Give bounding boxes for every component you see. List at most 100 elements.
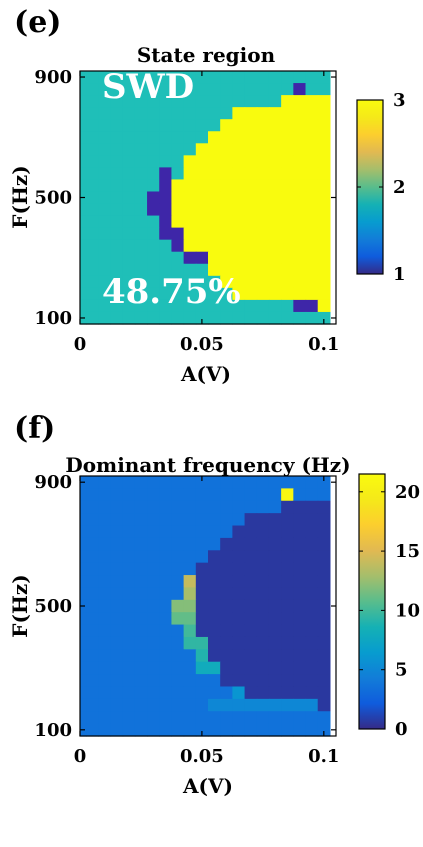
- heatmap-cell: [220, 562, 233, 576]
- heatmap-cell: [86, 299, 99, 313]
- heatmap-cell: [208, 500, 221, 514]
- heatmap-cell: [281, 215, 294, 229]
- heatmap-cell: [256, 239, 270, 253]
- heatmap-cell: [98, 203, 112, 217]
- heatmap-cell: [268, 263, 282, 277]
- heatmap-cell: [281, 711, 294, 725]
- heatmap-cell: [195, 723, 209, 737]
- heatmap-cell: [80, 550, 87, 564]
- heatmap-cell: [171, 215, 185, 229]
- heatmap-cell: [171, 299, 185, 313]
- heatmap-cell: [244, 476, 258, 489]
- heatmap-cell: [122, 107, 136, 120]
- heatmap-cell: [183, 299, 197, 313]
- heatmap-cell: [244, 661, 258, 675]
- heatmap-cell: [98, 227, 112, 241]
- heatmap-cell: [122, 71, 136, 84]
- heatmap-cell: [256, 711, 270, 725]
- heatmap-cell: [195, 488, 209, 502]
- heatmap-cell: [305, 311, 319, 325]
- heatmap-cell: [305, 239, 319, 253]
- heatmap-cell: [317, 612, 331, 626]
- heatmap-cell: [293, 500, 307, 514]
- heatmap-cell: [232, 299, 246, 313]
- heatmap-cell: [183, 167, 197, 181]
- heatmap-cell: [244, 723, 258, 737]
- heatmap-cell: [195, 612, 209, 626]
- heatmap-cell: [220, 179, 233, 193]
- heatmap-cell: [195, 500, 209, 514]
- heatmap-cell: [232, 95, 246, 108]
- heatmap-cell: [147, 661, 160, 675]
- heatmap-cell: [268, 488, 282, 502]
- heatmap-cell: [281, 287, 294, 301]
- heatmap-cell: [110, 311, 124, 325]
- heatmap-cell: [86, 191, 99, 205]
- heatmap-cell: [110, 686, 124, 700]
- heatmap-cell: [305, 711, 319, 725]
- heatmap-cell: [268, 287, 282, 301]
- heatmap-cell: [147, 550, 160, 564]
- heatmap-cell: [122, 251, 136, 265]
- heatmap-cell: [183, 476, 197, 489]
- heatmap-cell: [171, 550, 185, 564]
- heatmap-cell: [86, 698, 99, 712]
- heatmap-cell: [281, 167, 294, 181]
- heatmap-cell: [183, 723, 197, 737]
- heatmap-cell: [244, 119, 258, 132]
- heatmap-cell: [171, 179, 185, 193]
- heatmap-cell: [281, 575, 294, 589]
- heatmap-cell: [171, 251, 185, 265]
- heatmap-cell: [293, 575, 307, 589]
- heatmap-cell: [293, 488, 307, 502]
- heatmap-cell: [159, 587, 173, 601]
- heatmap-cell: [147, 299, 160, 313]
- heatmap-cell: [195, 649, 209, 663]
- heatmap-cell: [268, 476, 282, 489]
- heatmap-cell: [98, 550, 112, 564]
- heatmap-cell: [195, 263, 209, 277]
- heatmap-cell: [147, 95, 160, 108]
- heatmap-cell: [281, 107, 294, 120]
- heatmap-cell: [244, 587, 258, 601]
- heatmap-cell: [268, 275, 282, 289]
- heatmap-cell: [244, 513, 258, 527]
- heatmap-cell: [122, 612, 136, 626]
- heatmap-cell: [134, 95, 148, 108]
- heatmap-cell: [195, 107, 209, 120]
- heatmap-cell: [195, 191, 209, 205]
- heatmap-cell: [281, 239, 294, 253]
- heatmap-cell: [86, 95, 99, 108]
- heatmap-cell: [122, 179, 136, 193]
- heatmap-cell: [147, 525, 160, 539]
- heatmap-cell: [293, 131, 307, 144]
- heatmap-cell: [268, 119, 282, 132]
- heatmap-cell: [110, 488, 124, 502]
- heatmap-cell: [268, 83, 282, 96]
- heatmap-cell: [110, 95, 124, 108]
- heatmap-cell: [232, 239, 246, 253]
- heatmap-cell: [232, 599, 246, 613]
- heatmap-cell: [317, 575, 331, 589]
- heatmap-cell: [98, 537, 112, 551]
- heatmap-cell: [171, 71, 185, 84]
- heatmap-cell: [159, 287, 173, 301]
- heatmap-cell: [171, 686, 185, 700]
- heatmap-cell: [110, 624, 124, 638]
- heatmap-cell: [281, 227, 294, 241]
- heatmap-cell: [159, 698, 173, 712]
- heatmap-cell: [159, 649, 173, 663]
- heatmap-cell: [159, 488, 173, 502]
- heatmap-cell: [232, 575, 246, 589]
- heatmap-cell: [183, 711, 197, 725]
- heatmap-cell: [86, 107, 99, 120]
- heatmap-cell: [86, 612, 99, 626]
- heatmap-cell: [147, 711, 160, 725]
- heatmap-cell: [208, 636, 221, 650]
- heatmap-cell: [195, 624, 209, 638]
- heatmap-cell: [80, 587, 87, 601]
- heatmap-cell: [317, 155, 331, 168]
- heatmap-cell: [232, 624, 246, 638]
- heatmap-cell: [244, 711, 258, 725]
- heatmap-cell: [147, 179, 160, 193]
